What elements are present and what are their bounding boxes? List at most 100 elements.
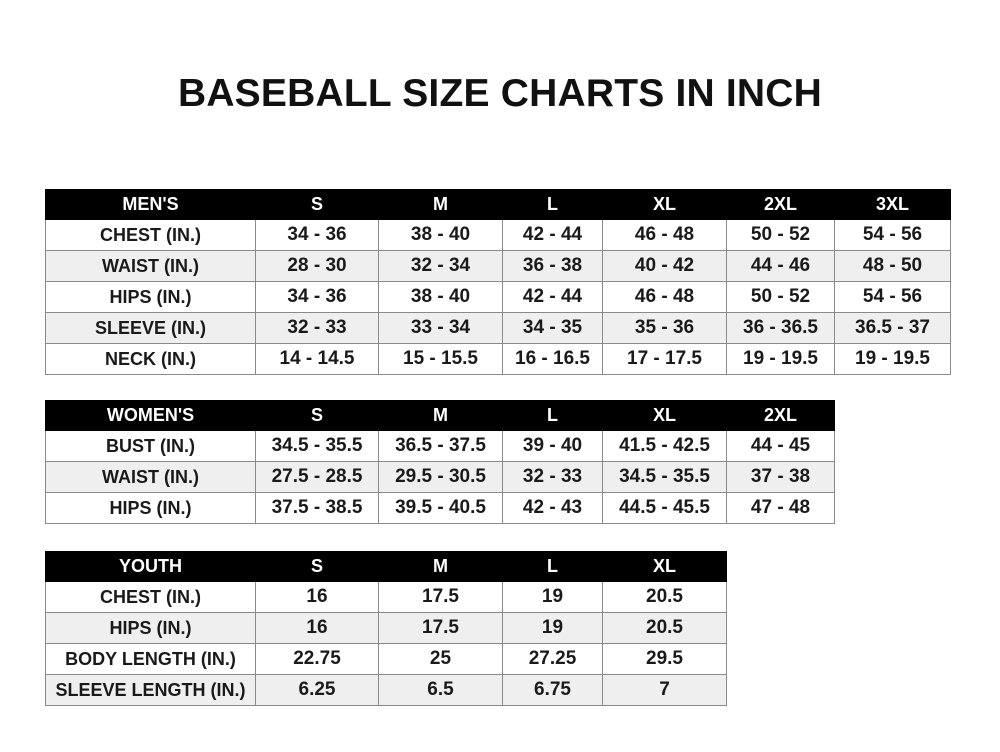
measurement-cell: 6.5 [378,674,503,706]
measurement-cell: 32 - 33 [255,312,379,344]
measurement-label: HIPS (IN.) [45,612,256,644]
measurement-cell: 29.5 - 30.5 [378,461,503,493]
measurement-cell: 14 - 14.5 [255,343,379,375]
measurement-cell: 15 - 15.5 [378,343,503,375]
measurement-cell: 28 - 30 [255,250,379,282]
measurement-cell: 48 - 50 [834,250,951,282]
youth-size-table: YOUTH S M L XL CHEST (IN.) 16 17.5 19 20.5 HIPS (I… [45,551,727,706]
measurement-cell: 40 - 42 [602,250,727,282]
page-title: BASEBALL SIZE CHARTS IN INCH [177,72,823,115]
measurement-cell: 6.25 [255,674,379,706]
measurement-cell: 34 - 36 [255,281,379,313]
measurement-cell: 16 - 16.5 [502,343,603,375]
measurement-label: SLEEVE LENGTH (IN.) [45,674,256,706]
table-row: BUST (IN.) 34.5 - 35.5 36.5 - 37.5 39 - 40 4… [45,430,835,462]
measurement-cell: 19 - 19.5 [726,343,835,375]
table-row: WAIST (IN.) 27.5 - 28.5 29.5 - 30.5 32 - 33… [45,461,835,493]
measurement-cell: 44 - 45 [726,430,835,462]
category-header: MEN'S [45,189,256,220]
measurement-cell: 36.5 - 37.5 [378,430,503,462]
measurement-cell: 25 [378,643,503,675]
measurement-cell: 46 - 48 [602,219,727,251]
header-row: MEN'S S M L XL 2XL 3XL [45,189,951,220]
measurement-cell: 36 - 38 [502,250,603,282]
measurement-cell: 50 - 52 [726,281,835,313]
table-row: CHEST (IN.) 34 - 36 38 - 40 42 - 44 46 - 48 5… [45,219,951,251]
size-header: 2XL [726,189,835,220]
measurement-cell: 16 [255,612,379,644]
size-header: XL [602,400,727,431]
measurement-label: WAIST (IN.) [45,250,256,282]
table-row: SLEEVE (IN.) 32 - 33 33 - 34 34 - 35 35 - 36… [45,312,951,344]
table-row: WAIST (IN.) 28 - 30 32 - 34 36 - 38 40 - 42 4… [45,250,951,282]
header-row: YOUTH S M L XL [45,551,727,582]
measurement-cell: 42 - 44 [502,281,603,313]
measurement-cell: 46 - 48 [602,281,727,313]
measurement-cell: 6.75 [502,674,603,706]
size-header: S [255,551,379,582]
measurement-cell: 27.5 - 28.5 [255,461,379,493]
measurement-cell: 36 - 36.5 [726,312,835,344]
table-row: BODY LENGTH (IN.) 22.75 25 27.25 29.5 [45,643,727,675]
measurement-cell: 17.5 [378,581,503,613]
size-header: XL [602,189,727,220]
measurement-label: NECK (IN.) [45,343,256,375]
table-row: SLEEVE LENGTH (IN.) 6.25 6.5 6.75 7 [45,674,727,706]
measurement-cell: 42 - 43 [502,492,603,524]
measurement-cell: 38 - 40 [378,219,503,251]
measurement-cell: 41.5 - 42.5 [602,430,727,462]
size-header: XL [602,551,727,582]
table-row: HIPS (IN.) 37.5 - 38.5 39.5 - 40.5 42 - 43 4… [45,492,835,524]
size-header: M [378,400,503,431]
measurement-cell: 17 - 17.5 [602,343,727,375]
table-row: CHEST (IN.) 16 17.5 19 20.5 [45,581,727,613]
header-row: WOMEN'S S M L XL 2XL [45,400,835,431]
measurement-cell: 20.5 [602,612,727,644]
measurement-cell: 32 - 33 [502,461,603,493]
measurement-cell: 38 - 40 [378,281,503,313]
measurement-cell: 19 [502,612,603,644]
size-header: M [378,189,503,220]
measurement-cell: 7 [602,674,727,706]
measurement-cell: 37.5 - 38.5 [255,492,379,524]
measurement-cell: 27.25 [502,643,603,675]
measurement-label: BUST (IN.) [45,430,256,462]
measurement-cell: 34 - 35 [502,312,603,344]
measurement-cell: 29.5 [602,643,727,675]
category-header: WOMEN'S [45,400,256,431]
measurement-label: HIPS (IN.) [45,281,256,313]
measurement-label: CHEST (IN.) [45,219,256,251]
measurement-cell: 20.5 [602,581,727,613]
measurement-cell: 17.5 [378,612,503,644]
table-row: NECK (IN.) 14 - 14.5 15 - 15.5 16 - 16.5 17 … [45,343,951,375]
measurement-cell: 44.5 - 45.5 [602,492,727,524]
measurement-cell: 54 - 56 [834,219,951,251]
measurement-cell: 36.5 - 37 [834,312,951,344]
size-header: 2XL [726,400,835,431]
measurement-cell: 35 - 36 [602,312,727,344]
measurement-cell: 19 [502,581,603,613]
measurement-cell: 34.5 - 35.5 [602,461,727,493]
measurement-cell: 34 - 36 [255,219,379,251]
size-header: L [502,189,603,220]
size-header: 3XL [834,189,951,220]
measurement-cell: 39.5 - 40.5 [378,492,503,524]
measurement-cell: 34.5 - 35.5 [255,430,379,462]
measurement-cell: 33 - 34 [378,312,503,344]
measurement-cell: 19 - 19.5 [834,343,951,375]
size-header: S [255,400,379,431]
table-row: HIPS (IN.) 34 - 36 38 - 40 42 - 44 46 - 48 50… [45,281,951,313]
category-header: YOUTH [45,551,256,582]
measurement-label: BODY LENGTH (IN.) [45,643,256,675]
table-row: HIPS (IN.) 16 17.5 19 20.5 [45,612,727,644]
measurement-cell: 16 [255,581,379,613]
measurement-label: HIPS (IN.) [45,492,256,524]
size-header: L [502,551,603,582]
size-header: S [255,189,379,220]
size-header: M [378,551,503,582]
measurement-cell: 22.75 [255,643,379,675]
measurement-cell: 47 - 48 [726,492,835,524]
measurement-cell: 39 - 40 [502,430,603,462]
womens-size-table: WOMEN'S S M L XL 2XL BUST (IN.) 34.5 - 35.5 36.5… [45,400,835,524]
measurement-label: SLEEVE (IN.) [45,312,256,344]
